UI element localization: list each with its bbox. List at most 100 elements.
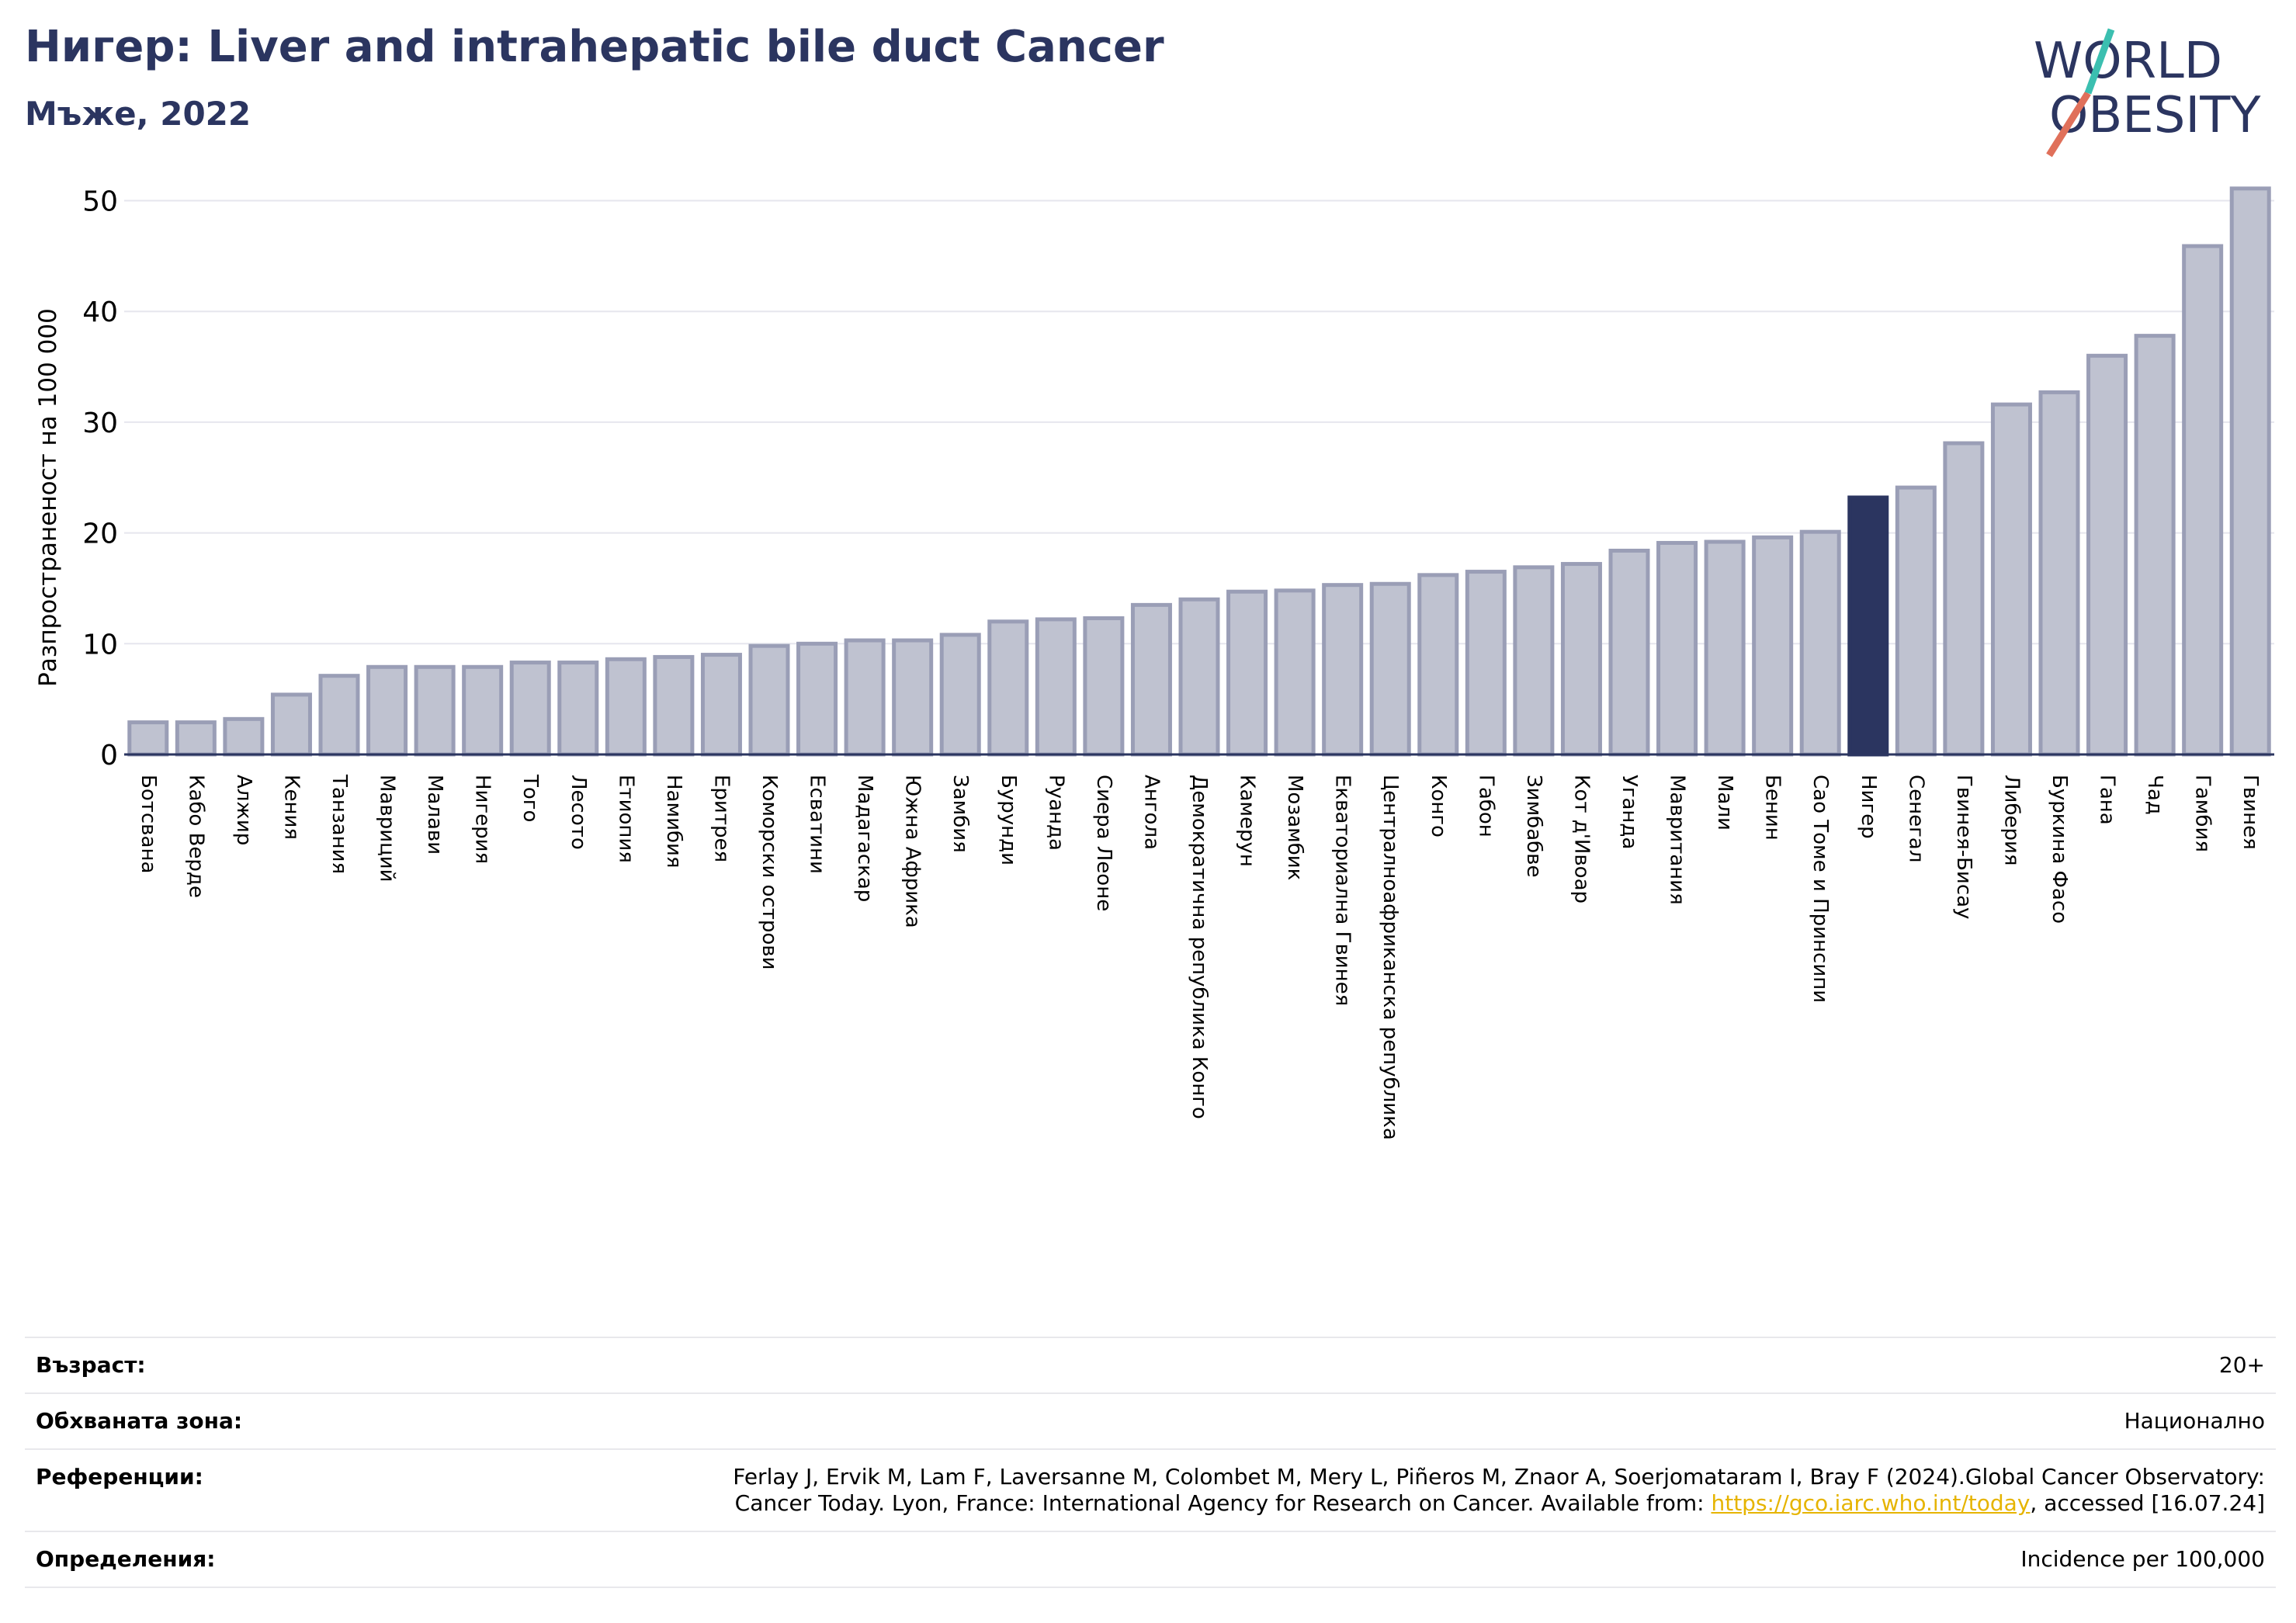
x-tick-label: Бенин — [1761, 775, 1784, 841]
meta-ref-link[interactable]: https://gco.iarc.who.int/today — [1711, 1490, 2030, 1516]
bar-8 — [464, 667, 501, 754]
x-tick-label: Руанда — [1044, 775, 1067, 851]
bar-9 — [512, 663, 549, 754]
meta-row-area: Обхваната зона: Национално — [25, 1392, 2276, 1448]
bar-14 — [751, 646, 788, 754]
bar-20 — [1037, 619, 1074, 754]
bar-26 — [1324, 585, 1361, 754]
x-tick-label: Лесото — [567, 775, 590, 850]
x-tick-label: Сенегал — [1904, 775, 1927, 862]
x-tick-label: Южна Африка — [901, 775, 924, 928]
x-tick-label: Мавриций — [376, 775, 399, 883]
bar-23 — [1181, 599, 1218, 754]
x-tick-label: Алжир — [232, 775, 255, 845]
x-tick-label: Зимбабве — [1522, 775, 1545, 878]
bar-18 — [942, 635, 979, 754]
bar-11 — [607, 659, 644, 754]
meta-row-references: Референции: Ferlay J, Ervik M, Lam F, La… — [25, 1448, 2276, 1531]
bar-2 — [177, 723, 214, 754]
bar-13 — [702, 655, 740, 754]
x-tick-label: Кот д'Ивоар — [1569, 775, 1593, 903]
bar-34 — [1706, 542, 1743, 754]
y-tick-label: 40 — [82, 297, 118, 328]
bar-4 — [272, 695, 310, 754]
x-tick-label: Гана — [2096, 775, 2119, 825]
bar-30 — [1515, 567, 1552, 754]
bar-17 — [894, 640, 931, 754]
x-tick-label: Уганда — [1618, 775, 1641, 849]
x-ticks: Ботсвана Кабо Верде Алжир Кения Танзания Мавр… — [137, 774, 2262, 1140]
y-tick-label: 0 — [100, 740, 118, 772]
meta-def-label: Определения: — [36, 1546, 215, 1572]
x-tick-label: Мадагаскар — [853, 775, 876, 902]
x-tick-label: Гвинея — [2239, 775, 2262, 850]
bar-24 — [1229, 591, 1266, 754]
y-tick-label: 20 — [82, 518, 118, 550]
x-tick-label: Замбия — [949, 775, 972, 853]
bar-31 — [1562, 564, 1600, 754]
meta-ref-value: Ferlay J, Ervik M, Lam F, Laversanne M, … — [439, 1464, 2265, 1517]
x-tick-label: Сиера Леоне — [1092, 775, 1115, 911]
bar-35 — [1754, 537, 1791, 754]
meta-area-value: Национално — [439, 1408, 2265, 1434]
meta-def-value: Incidence per 100,000 — [439, 1546, 2265, 1573]
meta-ref-line2b: , accessed [16.07.24] — [2030, 1490, 2265, 1516]
bar-37 — [1850, 498, 1887, 754]
meta-age-label: Възраст: — [36, 1352, 146, 1378]
bar-16 — [846, 640, 883, 754]
x-tick-label: Демократична република Конго — [1188, 775, 1211, 1119]
bar-19 — [990, 622, 1027, 754]
x-tick-label: Бурунди — [997, 775, 1020, 865]
bar-36 — [1802, 532, 1839, 754]
bar-3 — [225, 719, 262, 754]
bar-1 — [130, 723, 167, 754]
x-tick-label: Гвинея-Бисау — [1952, 775, 1975, 919]
x-tick-label: Конго — [1427, 775, 1450, 838]
y-axis-label: Разпространеност на 100 000 — [34, 308, 62, 687]
x-tick-label: Того — [519, 774, 542, 822]
x-tick-label: Мали — [1713, 775, 1736, 831]
x-tick-label: Кабо Верде — [184, 775, 207, 898]
bar-33 — [1659, 543, 1696, 754]
x-tick-label: Коморски острови — [758, 775, 781, 970]
x-tick-label: Кения — [279, 775, 303, 840]
x-tick-label: Камерун — [1236, 775, 1259, 867]
bar-10 — [560, 663, 597, 754]
meta-age-value: 20+ — [439, 1352, 2265, 1379]
x-tick-label: Танзания — [328, 774, 351, 874]
bar-39 — [1945, 443, 1982, 754]
y-tick-label: 30 — [82, 407, 118, 439]
x-tick-label: Намибия — [662, 775, 685, 869]
bar-41 — [2041, 392, 2078, 754]
bar-6 — [369, 667, 406, 754]
x-tick-label: Габон — [1474, 775, 1497, 838]
x-tick-label: Еритрея — [709, 775, 733, 862]
meta-area-label: Обхваната зона: — [36, 1408, 242, 1434]
y-tick-label: 50 — [82, 186, 118, 218]
chart-bars — [130, 189, 2269, 754]
x-tick-label: Буркина Фасо — [2048, 775, 2071, 924]
x-tick-label: Гамбия — [2191, 775, 2214, 852]
meta-ref-label: Референции: — [36, 1464, 203, 1489]
meta-row-definitions: Определения: Incidence per 100,000 — [25, 1531, 2276, 1588]
x-tick-label: Ботсвана — [137, 775, 160, 873]
x-tick-label: Централноафриканска република — [1379, 775, 1402, 1140]
bar-chart: 0 10 20 30 40 50 Ботсвана Кабо Верде Алжир Кения… — [0, 0, 2296, 1320]
bar-25 — [1276, 591, 1313, 754]
x-tick-label: Етиопия — [614, 775, 637, 863]
bar-32 — [1611, 550, 1648, 754]
x-tick-label: Екваториална Гвинея — [1331, 775, 1354, 1006]
bar-29 — [1467, 572, 1504, 754]
x-tick-label: Нигер — [1857, 775, 1880, 839]
bar-43 — [2136, 336, 2173, 754]
meta-ref-line2a: Cancer Today. Lyon, France: Internationa… — [735, 1490, 1712, 1516]
bar-27 — [1372, 584, 1409, 754]
y-tick-label: 10 — [82, 629, 118, 661]
bar-40 — [1993, 404, 2030, 754]
bar-38 — [1897, 487, 1934, 754]
x-tick-label: Сао Томе и Принсипи — [1809, 775, 1832, 1003]
bar-44 — [2184, 246, 2221, 754]
x-tick-label: Есватини — [806, 775, 829, 874]
bar-42 — [2089, 355, 2126, 754]
bar-28 — [1420, 575, 1457, 754]
